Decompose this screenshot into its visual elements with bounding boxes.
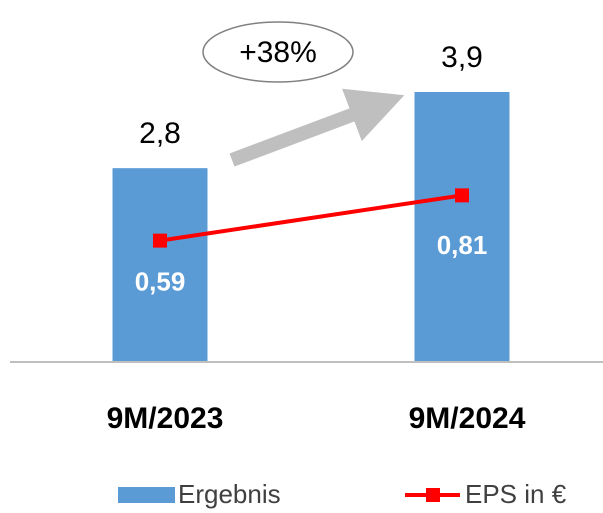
bar: [112, 168, 208, 362]
legend-label: Ergebnis: [178, 479, 281, 509]
growth-arrow: [229, 88, 405, 167]
annotation: +38%: [239, 36, 317, 69]
legend-swatch-marker: [426, 488, 440, 502]
bar-value-label: 2,8: [139, 117, 181, 150]
eps-value-label: 0,59: [135, 267, 186, 297]
eps-line: [159, 193, 463, 243]
x-tick-label: 9M/2024: [409, 402, 526, 435]
bar: [414, 92, 510, 362]
legend-swatch: [118, 487, 175, 503]
eps-marker: [455, 188, 469, 203]
x-tick-label: 9M/2023: [107, 402, 224, 435]
eps-value-label: 0,81: [437, 230, 488, 260]
eps-marker: [153, 233, 167, 248]
bar-value-label: 3,9: [441, 41, 483, 74]
annotation-bubble: [202, 21, 354, 83]
legend-label: EPS in €: [465, 479, 567, 509]
